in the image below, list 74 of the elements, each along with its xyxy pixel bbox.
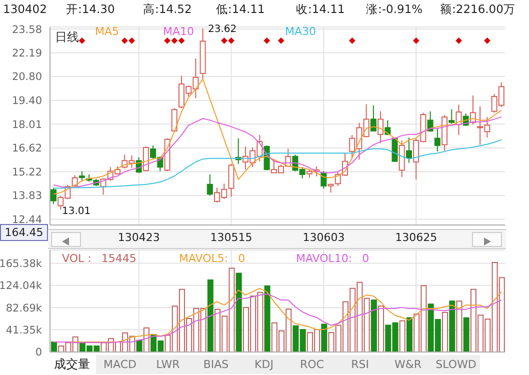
candlestick	[392, 137, 398, 162]
text: VOL :	[62, 252, 92, 265]
text: SLOWD	[432, 355, 481, 374]
bar	[442, 312, 448, 352]
bar	[456, 300, 462, 352]
bar	[378, 306, 384, 352]
text: 额:2216.00万	[440, 2, 516, 17]
y-tick-label: 18.01	[12, 118, 42, 131]
bar	[51, 341, 57, 352]
x-tick-label: 130603	[302, 230, 345, 244]
annotation: 0	[238, 252, 246, 265]
bar	[236, 272, 242, 352]
annotation: 23.62	[208, 24, 237, 35]
text: RSI	[336, 355, 385, 374]
y-tick-label: 16.62	[12, 142, 42, 155]
y-tick-label: 20.80	[12, 71, 42, 84]
text: 成交量	[48, 355, 97, 374]
annotation: 0	[362, 252, 370, 265]
y-tick-label: 22.19	[12, 48, 42, 60]
bar	[449, 300, 456, 352]
candlestick	[72, 174, 78, 188]
y-tick-label: 41.35k	[6, 324, 43, 337]
text: KDJ	[240, 355, 289, 374]
text: 收:14.11	[296, 2, 345, 17]
bar	[399, 320, 406, 352]
x-tick-label: 130423	[118, 230, 160, 244]
x-tick-label: 130625	[395, 230, 438, 244]
bar	[136, 340, 142, 352]
bar	[264, 285, 270, 352]
text: MAVOL5:	[179, 252, 228, 265]
candlestick	[171, 108, 178, 132]
candlestick	[378, 110, 384, 144]
candlestick	[228, 163, 234, 198]
y-tick-label: 12.44	[12, 214, 42, 226]
bar	[370, 300, 377, 352]
candlestick	[434, 128, 440, 152]
text: 130402	[3, 2, 47, 16]
text: BIAS	[192, 355, 241, 374]
x-tick-label: 130515	[210, 230, 252, 244]
y-tick-label: 0	[35, 346, 42, 359]
text: ROC	[288, 355, 337, 374]
annotation: 13.01	[62, 206, 91, 217]
bar	[406, 317, 412, 352]
y-tick-label: 15.22	[12, 166, 42, 178]
y-tick-label: 165.38k	[0, 258, 43, 270]
candlestick	[50, 187, 56, 205]
text: 高:14.52	[143, 2, 192, 17]
text: MACD	[96, 355, 145, 374]
text: MA5	[95, 25, 120, 38]
text: 涨:-0.91%	[366, 2, 423, 17]
bar	[143, 327, 150, 352]
bar	[321, 324, 328, 352]
text: W&R	[384, 355, 433, 374]
y-tick-label: 124.04k	[0, 280, 43, 292]
y-tick-label: 82.69k	[6, 302, 43, 314]
candlestick	[406, 137, 412, 164]
text: 164.45	[0, 224, 48, 241]
text: LWR	[144, 355, 193, 374]
candlestick	[78, 170, 85, 181]
y-tick-label: 19.40	[12, 95, 42, 108]
bar	[207, 279, 214, 352]
text: MA10	[163, 25, 194, 38]
text: MA30	[285, 25, 316, 38]
y-tick-label: 13.83	[12, 190, 42, 202]
candlestick	[448, 108, 455, 124]
annotation: 15445	[101, 252, 136, 265]
text: 开:14.30	[66, 2, 115, 17]
candlestick	[370, 104, 376, 132]
text: MAVOL10:	[296, 252, 352, 265]
text: 低:14.11	[216, 2, 265, 17]
bar	[463, 317, 470, 352]
candlestick	[206, 174, 213, 196]
y-tick-label: 23.58	[12, 24, 42, 36]
annotation: 日线	[55, 29, 79, 46]
